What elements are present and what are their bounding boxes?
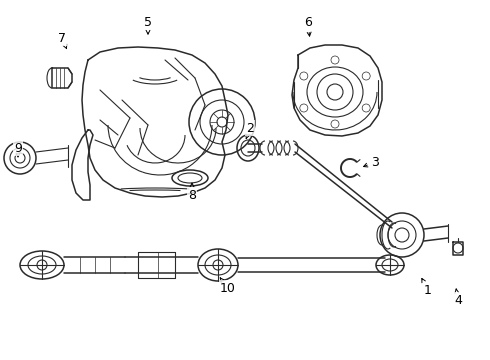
Text: 2: 2 xyxy=(246,122,254,139)
Text: 8: 8 xyxy=(188,183,196,202)
Text: 5: 5 xyxy=(144,15,152,34)
Text: 1: 1 xyxy=(422,278,432,297)
Text: 9: 9 xyxy=(14,141,22,157)
Text: 10: 10 xyxy=(220,278,236,294)
Text: 7: 7 xyxy=(58,32,67,49)
Text: 3: 3 xyxy=(364,156,379,168)
Text: 4: 4 xyxy=(454,289,462,306)
Text: 6: 6 xyxy=(304,15,312,36)
